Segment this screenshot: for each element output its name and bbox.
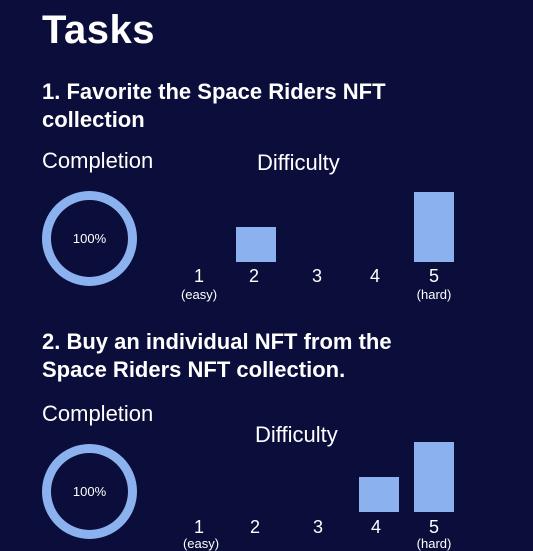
difficulty-tick-1: 1 (193, 517, 204, 537)
task-title: 2. Buy an individual NFT from the Space … (42, 329, 392, 382)
completion-label: Completion (42, 148, 154, 173)
completion-percent: 100% (72, 231, 107, 246)
completion-ring: 100% (41, 443, 138, 540)
difficulty-bar-5 (414, 192, 454, 262)
completion-ring: 100% (41, 190, 138, 287)
difficulty-label: Difficulty (257, 150, 340, 175)
completion-label: Completion (42, 401, 154, 426)
difficulty-tick-5: 5 (428, 517, 439, 537)
difficulty-tick-2: 2 (248, 266, 259, 286)
difficulty-tick-1: 1 (193, 266, 204, 286)
difficulty-tick-3: 3 (311, 266, 322, 286)
completion-percent: 100% (72, 484, 107, 499)
task-title: 1. Favorite the Space Riders NFT collect… (42, 79, 386, 132)
page-title: Tasks (42, 8, 155, 52)
difficulty-label: Difficulty (255, 422, 338, 447)
difficulty-bar-4 (359, 477, 399, 512)
difficulty-tick-2: 2 (249, 517, 260, 537)
difficulty-hard-label: (hard) (416, 536, 452, 551)
difficulty-hard-label: (hard) (416, 287, 452, 302)
difficulty-tick-5: 5 (428, 266, 439, 286)
difficulty-easy-label: (easy) (182, 536, 220, 551)
difficulty-tick-4: 4 (369, 266, 380, 286)
difficulty-tick-4: 4 (370, 517, 381, 537)
difficulty-easy-label: (easy) (180, 287, 218, 302)
difficulty-bar-5 (414, 442, 454, 512)
difficulty-tick-3: 3 (312, 517, 323, 537)
difficulty-bar-2 (236, 227, 276, 262)
